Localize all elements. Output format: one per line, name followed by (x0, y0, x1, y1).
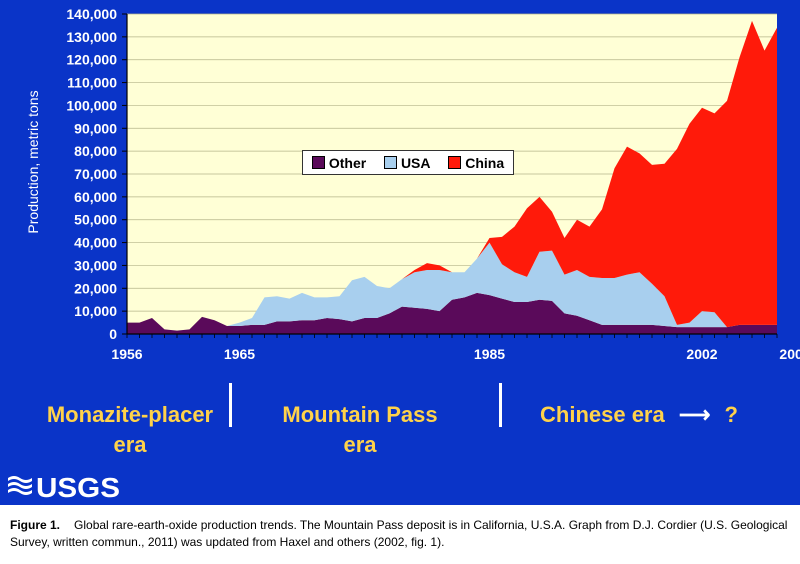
y-tick-labels: 0 10,000 20,000 30,000 40,000 50,000 60,000 70,… (66, 6, 117, 342)
x-tick-label: 1965 (224, 346, 255, 362)
y-tick-label: 110,000 (67, 75, 117, 91)
x-tick-labels: 1956 1965 1985 2002 2008 (111, 346, 800, 362)
y-tick-label: 100,000 (66, 97, 117, 113)
era-label-chinese: Chinese era ⟶ ? (540, 400, 738, 430)
era-divider-1 (229, 383, 232, 427)
area-series (127, 20, 777, 334)
slide-background: 0 10,000 20,000 30,000 40,000 50,000 60,000 70,… (0, 0, 800, 505)
area-series-usa (127, 242, 777, 331)
production-chart: 0 10,000 20,000 30,000 40,000 50,000 60,000 70,… (25, 6, 800, 362)
legend-item-usa: USA (383, 154, 431, 171)
area-series-other (127, 292, 777, 334)
x-tick-label: 2002 (686, 346, 717, 362)
legend-swatch-other (311, 156, 325, 169)
legend-label-other: Other (328, 154, 367, 171)
y-axis-label: Production, metric tons (25, 90, 41, 233)
era-label-monazite: Monazite-placer era (46, 402, 214, 457)
y-tick-label: 0 (109, 326, 117, 342)
usgs-wave-icon (8, 476, 32, 495)
era-chinese-text: Chinese era (540, 402, 665, 427)
y-tick-label: 10,000 (74, 303, 117, 319)
y-tick-label: 60,000 (74, 189, 117, 205)
gridlines (127, 13, 777, 312)
legend-label-china: China (465, 154, 505, 171)
legend-swatch-usa (383, 156, 397, 169)
y-tick-label: 40,000 (74, 235, 117, 251)
y-tick-label: 90,000 (74, 120, 117, 136)
x-tick-label: 1985 (474, 346, 505, 362)
x-tick-label: 2008 (779, 346, 800, 362)
y-tick-label: 120,000 (66, 52, 117, 68)
legend-label-usa: USA (400, 154, 431, 171)
y-tick-label: 70,000 (74, 166, 117, 182)
legend-item-other: Other (311, 154, 367, 171)
legend-item-china: China (448, 155, 504, 171)
y-tick-label: 140,000 (66, 6, 117, 22)
y-tick-label: 130,000 (66, 29, 117, 45)
chart-legend: Other USA China (302, 150, 514, 175)
arrow-right-icon: ⟶ (678, 402, 711, 427)
caption-label: Figure 1. (10, 518, 61, 532)
y-tick-label: 20,000 (74, 280, 117, 296)
x-tick-label: 1956 (111, 346, 142, 362)
y-tick-label: 50,000 (74, 212, 117, 228)
y-tick-label: 30,000 (74, 257, 117, 273)
legend-swatch-china (448, 156, 462, 169)
caption-text: Global rare-earth-oxide production trend… (10, 518, 788, 549)
usgs-logo: USGS (8, 472, 120, 500)
usgs-logo-text: USGS (36, 472, 120, 500)
axes (122, 13, 778, 338)
era-divider-2 (499, 383, 502, 427)
era-label-mountain-pass: Mountain Pass era (282, 402, 438, 457)
area-series-china (127, 20, 777, 331)
y-tick-label: 80,000 (74, 143, 117, 159)
era-chinese-question: ? (724, 402, 738, 427)
figure-caption: Figure 1. Global rare-earth-oxide product… (10, 517, 794, 551)
